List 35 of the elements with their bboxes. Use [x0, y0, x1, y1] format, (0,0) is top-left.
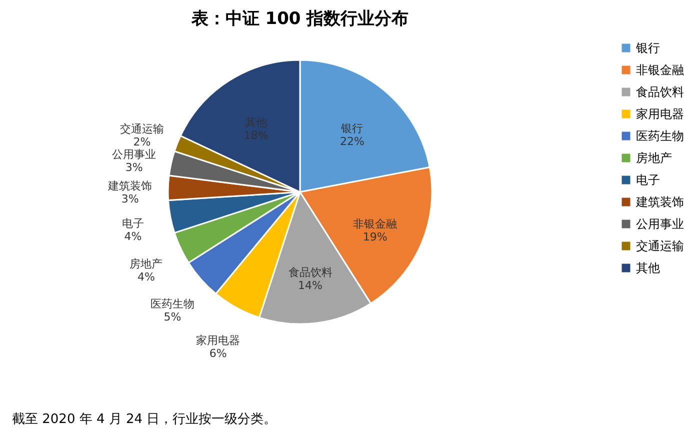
data-label: 2% — [133, 135, 151, 148]
slice-label: 家用电器 — [196, 334, 240, 347]
legend-label: 银行 — [635, 41, 660, 55]
data-label: 3% — [121, 192, 139, 206]
slice-label: 银行 — [340, 122, 364, 135]
slice-label: 电子 — [122, 216, 144, 230]
data-label: 14% — [298, 279, 322, 292]
data-label: 5% — [164, 310, 182, 324]
legend-label: 电子 — [636, 173, 660, 187]
slice-label: 非银金融 — [353, 218, 398, 231]
data-label: 4% — [137, 270, 155, 284]
data-label: 22% — [340, 134, 364, 148]
slice-label: 医药生物 — [150, 297, 194, 310]
slice-label: 公用事业 — [112, 148, 156, 161]
legend-label: 医药生物 — [636, 129, 684, 143]
slice-label: 交通运输 — [120, 122, 164, 136]
legend-label: 非银金融 — [636, 63, 684, 77]
slice-label: 其他 — [245, 116, 268, 129]
legend-label: 建筑装饰 — [635, 195, 684, 209]
text: 截至 2020 年 4 月 24 日，行业按一级分类。 — [12, 411, 277, 428]
data-label: 6% — [209, 346, 227, 360]
data-label: 18% — [244, 128, 268, 142]
legend-label: 房地产 — [636, 151, 672, 165]
legend-label: 食品饮料 — [636, 85, 684, 99]
data-label: 19% — [362, 230, 388, 244]
data-label: 3% — [125, 160, 143, 174]
slice-label: 食品饮料 — [288, 266, 332, 280]
data-label: 4% — [124, 230, 142, 243]
slice-label: 房地产 — [130, 257, 163, 270]
chart-title: 表：中证 100 指数行业分布 — [190, 9, 409, 29]
legend-label: 公用事业 — [636, 217, 684, 231]
slice-label: 建筑装饰 — [107, 180, 152, 193]
legend-label: 其他 — [636, 261, 660, 275]
legend-label: 交通运输 — [636, 239, 684, 253]
legend-label: 家用电器 — [636, 107, 684, 121]
